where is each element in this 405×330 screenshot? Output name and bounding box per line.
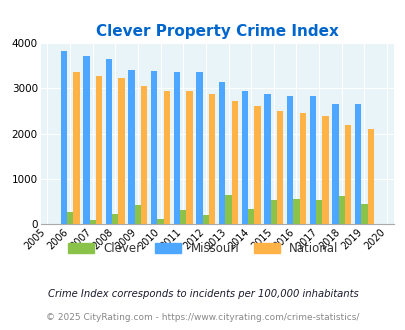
Bar xyxy=(276,111,283,224)
Bar xyxy=(209,94,215,224)
Bar xyxy=(247,209,254,224)
Bar xyxy=(218,82,225,224)
Bar xyxy=(89,220,96,224)
Bar xyxy=(286,96,292,224)
Bar xyxy=(367,129,373,224)
Bar xyxy=(360,204,367,224)
Bar xyxy=(202,215,209,224)
Bar xyxy=(292,199,299,224)
Bar xyxy=(354,104,360,224)
Title: Clever Property Crime Index: Clever Property Crime Index xyxy=(96,24,338,39)
Legend: Clever, Missouri, National: Clever, Missouri, National xyxy=(63,237,342,260)
Bar xyxy=(128,70,134,224)
Bar xyxy=(83,56,89,224)
Bar xyxy=(186,91,192,224)
Bar xyxy=(254,106,260,224)
Bar xyxy=(118,78,124,224)
Bar xyxy=(338,196,344,224)
Bar xyxy=(225,195,231,224)
Bar xyxy=(309,95,315,224)
Bar xyxy=(73,72,79,224)
Bar xyxy=(134,205,141,224)
Bar xyxy=(173,72,180,224)
Bar xyxy=(112,214,118,224)
Bar xyxy=(315,200,322,224)
Bar xyxy=(231,101,237,224)
Bar xyxy=(322,116,328,224)
Bar xyxy=(157,219,163,224)
Bar xyxy=(264,94,270,224)
Bar xyxy=(299,113,305,224)
Bar xyxy=(163,90,170,224)
Bar xyxy=(270,200,276,224)
Bar xyxy=(180,210,186,224)
Bar xyxy=(96,76,102,224)
Text: Crime Index corresponds to incidents per 100,000 inhabitants: Crime Index corresponds to incidents per… xyxy=(47,289,358,299)
Bar xyxy=(60,51,67,224)
Bar xyxy=(331,104,338,224)
Bar xyxy=(241,91,247,224)
Bar xyxy=(196,72,202,224)
Bar xyxy=(344,125,350,224)
Bar xyxy=(106,59,112,224)
Bar xyxy=(151,72,157,224)
Bar xyxy=(67,212,73,224)
Bar xyxy=(141,86,147,224)
Text: © 2025 CityRating.com - https://www.cityrating.com/crime-statistics/: © 2025 CityRating.com - https://www.city… xyxy=(46,313,359,322)
